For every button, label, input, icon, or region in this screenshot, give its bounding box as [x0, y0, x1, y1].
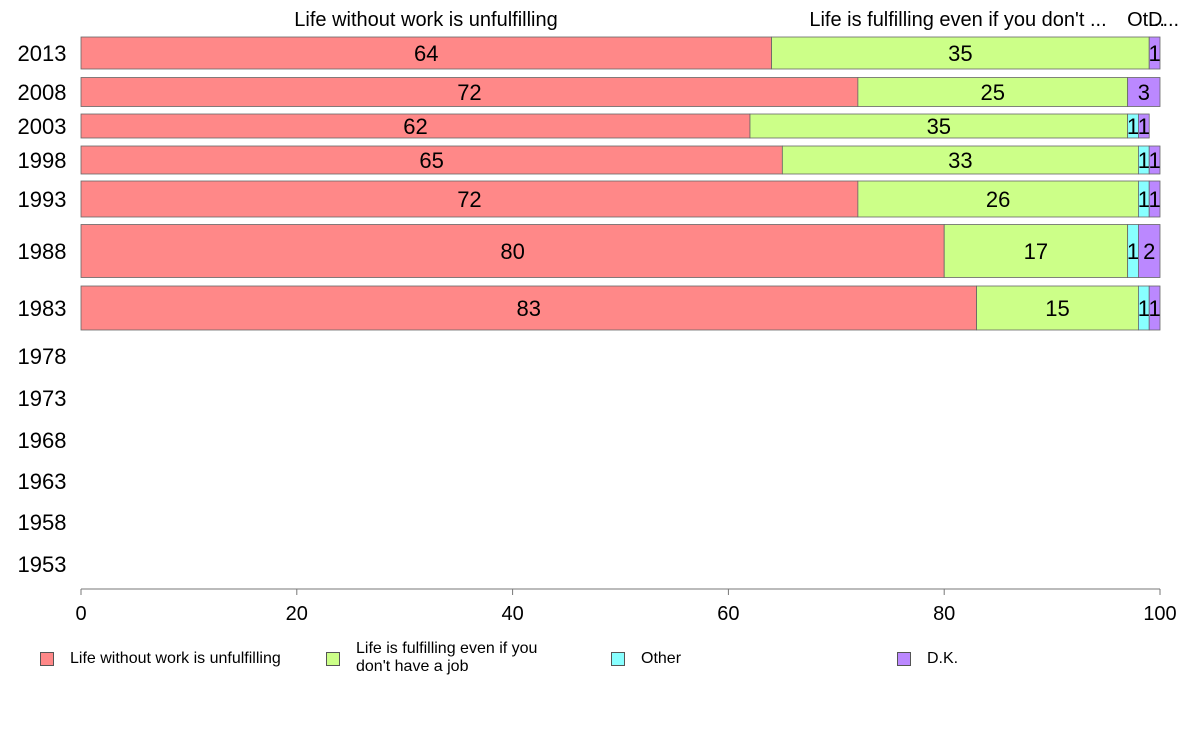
data-label: 25 — [981, 80, 1005, 105]
legend: Life without work is unfulfilling Life i… — [0, 640, 1188, 700]
y-tick-label: 1963 — [18, 469, 67, 494]
y-tick-label: 1958 — [18, 510, 67, 535]
data-label: 72 — [457, 80, 481, 105]
data-label: 26 — [986, 187, 1010, 212]
data-label: 1 — [1127, 114, 1139, 139]
data-label: 1 — [1138, 187, 1150, 212]
data-label: 64 — [414, 41, 438, 66]
legend-swatch-fulfilling — [326, 652, 340, 666]
legend-item-other: Other — [611, 650, 681, 668]
x-tick-label: 80 — [933, 603, 955, 625]
x-tick-label: 60 — [717, 603, 739, 625]
y-tick-label: 1998 — [18, 148, 67, 173]
bar-segment — [1148, 285, 1161, 331]
bar-segment — [1127, 77, 1161, 107]
y-tick-label: 1953 — [18, 552, 67, 577]
top-series-label: Ot... — [1127, 9, 1165, 31]
data-label: 17 — [1024, 239, 1048, 264]
data-label: 2 — [1143, 239, 1155, 264]
legend-label-unfulfilling: Life without work is unfulfilling — [70, 650, 281, 667]
y-tick-label: 1983 — [18, 296, 67, 321]
data-label: 1 — [1148, 187, 1160, 212]
bar-segment — [80, 285, 977, 331]
y-tick-label: 2003 — [18, 114, 67, 139]
bar-segment — [976, 285, 1139, 331]
x-tick-label: 0 — [75, 603, 86, 625]
x-tick-label: 100 — [1143, 603, 1176, 625]
y-tick-label: 1973 — [18, 386, 67, 411]
y-tick-label: 2008 — [18, 80, 67, 105]
bar-segment — [1138, 113, 1150, 139]
data-label: 1 — [1127, 239, 1139, 264]
data-label: 65 — [419, 148, 443, 173]
stacked-bar-chart: Life without work is unfulfilling Life is… — [18, 9, 1180, 625]
bar-segment — [1148, 36, 1161, 70]
data-label: 72 — [457, 187, 481, 212]
bar-segment — [749, 113, 1129, 139]
y-tick-label: 2013 — [18, 41, 67, 66]
legend-swatch-dk — [897, 652, 911, 666]
legend-swatch-unfulfilling — [40, 652, 54, 666]
legend-label-other: Other — [641, 650, 682, 667]
bar-segment — [943, 224, 1129, 278]
x-tick-label: 20 — [286, 603, 308, 625]
data-label: 83 — [517, 296, 541, 321]
data-label: 3 — [1138, 80, 1150, 105]
bar-segment — [80, 113, 751, 139]
x-tick-label: 40 — [501, 603, 523, 625]
bar-segment — [80, 145, 783, 175]
bar-segment — [781, 145, 1139, 175]
data-label: 80 — [500, 239, 524, 264]
data-label: 1 — [1148, 148, 1160, 173]
top-series-label: Life is fulfilling even if you don't ... — [809, 9, 1106, 31]
data-label: 1 — [1138, 148, 1150, 173]
legend-item-dk: D.K. — [897, 650, 958, 668]
data-label: 1 — [1148, 296, 1160, 321]
y-tick-label: 1968 — [18, 428, 67, 453]
legend-label-fulfilling: Life is fulfilling even if you don't hav… — [356, 640, 538, 675]
bar-segment — [771, 36, 1150, 70]
bar-segment — [1148, 180, 1161, 218]
legend-item-fulfilling: Life is fulfilling even if you don't hav… — [326, 640, 556, 676]
data-label: 35 — [948, 41, 972, 66]
bar-segment — [1148, 145, 1161, 175]
y-tick-label: 1978 — [18, 344, 67, 369]
data-label: 33 — [948, 148, 972, 173]
legend-swatch-other — [611, 652, 625, 666]
data-label: 1 — [1148, 41, 1160, 66]
top-series-label: Life without work is unfulfilling — [294, 9, 557, 31]
data-label: 1 — [1138, 114, 1150, 139]
data-label: 62 — [403, 114, 427, 139]
bar-segment — [80, 180, 859, 218]
bar-segment — [80, 224, 945, 278]
bar-segment — [1138, 224, 1161, 278]
data-label: 35 — [927, 114, 951, 139]
y-tick-label: 1988 — [18, 239, 67, 264]
top-series-label: D... — [1148, 9, 1179, 31]
data-label: 15 — [1045, 296, 1069, 321]
bar-segment — [857, 77, 1129, 107]
y-tick-label: 1993 — [18, 187, 67, 212]
legend-label-dk: D.K. — [927, 650, 959, 667]
bar-segment — [80, 77, 859, 107]
data-label: 1 — [1138, 296, 1150, 321]
legend-item-unfulfilling: Life without work is unfulfilling — [40, 650, 281, 668]
